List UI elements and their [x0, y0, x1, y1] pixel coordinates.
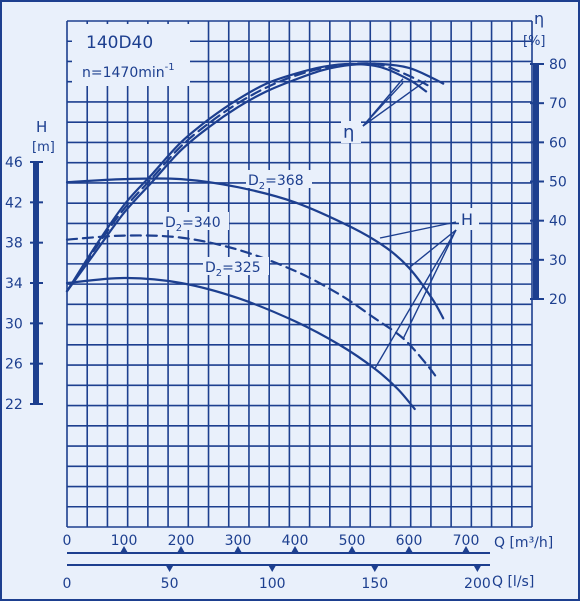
x-primary-tick — [462, 546, 470, 553]
y-left-tick-label: 34 — [5, 276, 23, 292]
x-primary-tick-label: 400 — [282, 533, 309, 549]
x-primary-tick — [177, 546, 185, 553]
efficiency-curve-0 — [65, 62, 445, 293]
speed-label: n=1470min-1 — [82, 62, 175, 81]
y-left-tick-label: 46 — [5, 155, 23, 171]
efficiency-curve-2 — [65, 62, 428, 293]
y-right-tick-label: 30 — [549, 253, 567, 269]
x-secondary-label: Q [l/s] — [492, 574, 534, 590]
eta-annotation: η — [343, 122, 354, 143]
y-left-tick-label: 22 — [5, 397, 23, 413]
x-secondary-tick-label: 50 — [161, 576, 179, 592]
x-primary-tick-label: 200 — [168, 533, 195, 549]
head-curve-d340 — [65, 234, 439, 380]
x-primary-tick-label: 0 — [63, 533, 72, 549]
y-left-tick-label: 26 — [5, 357, 23, 373]
d340-label-bg — [163, 212, 229, 230]
title-box-bg — [72, 24, 190, 86]
series-label-d340: D2=340 — [165, 215, 221, 234]
y-right-tick-label: 80 — [549, 57, 567, 73]
x-primary-tick — [291, 546, 299, 553]
y-left-tick-label: 42 — [5, 195, 23, 211]
axes: 22 26 30 34 38 42 46 20 30 40 50 60 70 80 0 100 200 300 40… — [5, 57, 567, 592]
efficiency-curve-1 — [65, 62, 433, 293]
head-curve-d325 — [65, 276, 416, 411]
series-label-d325: D2=325 — [205, 260, 261, 279]
x-primary-label: Q [m³/h] — [494, 535, 553, 551]
y-right-symbol: η — [534, 9, 544, 28]
labels: 140D40 n=1470min-1 H [m] η [%] Q [m³/h] … — [32, 9, 578, 590]
x-secondary-tick — [268, 565, 277, 572]
x-secondary-tick — [165, 565, 174, 572]
x-primary-tick-label: 300 — [225, 533, 252, 549]
x-secondary-tick-label: 150 — [361, 576, 388, 592]
h-leader-line — [379, 221, 457, 239]
x-primary-tick-label: 100 — [111, 533, 138, 549]
h-leader-line — [408, 229, 457, 269]
x-secondary-tick-label: 0 — [63, 576, 72, 592]
y-left-tick-label: 38 — [5, 236, 23, 252]
series-label-d368: D2=368 — [248, 173, 304, 192]
y-right-tick-label: 50 — [549, 175, 567, 191]
x-secondary-tick — [473, 565, 482, 572]
x-primary-tick-label: 600 — [396, 533, 423, 549]
x-primary-tick-label: 500 — [339, 533, 366, 549]
head-curve-d368 — [65, 177, 445, 320]
h-leader-line — [374, 229, 457, 370]
chart-title: 140D40 — [86, 33, 153, 53]
eta-leader-line — [362, 80, 427, 127]
y-right-tick-label: 70 — [549, 96, 567, 112]
h-annotation-bg — [459, 208, 479, 230]
x-primary-tick — [348, 546, 356, 553]
x-primary-tick — [405, 546, 413, 553]
y-right-unit: [%] — [523, 34, 546, 49]
eta-annotation-bg — [341, 121, 361, 143]
y-right-tick-label: 60 — [549, 135, 567, 151]
y-left-tick-label: 30 — [5, 316, 23, 332]
x-secondary-tick-label: 100 — [259, 576, 286, 592]
x-secondary-tick — [370, 565, 379, 572]
curves — [65, 62, 457, 411]
d325-label-bg — [203, 257, 269, 275]
y-left-unit: [m] — [32, 140, 55, 155]
x-primary-tick-label: 700 — [453, 533, 480, 549]
y-right-tick-label: 40 — [549, 214, 567, 230]
h-annotation: H — [461, 210, 473, 229]
h-leader-line — [402, 229, 457, 339]
x-primary-tick — [120, 546, 128, 553]
y-right-tick-label: 20 — [549, 292, 567, 308]
x-primary-tick — [234, 546, 242, 553]
x-primary-label-bg — [492, 532, 578, 552]
y-left-symbol: H — [36, 118, 47, 136]
eta-leader-line — [362, 82, 404, 127]
x-secondary-tick-label: 200 — [464, 576, 491, 592]
d368-label-bg — [246, 170, 312, 188]
